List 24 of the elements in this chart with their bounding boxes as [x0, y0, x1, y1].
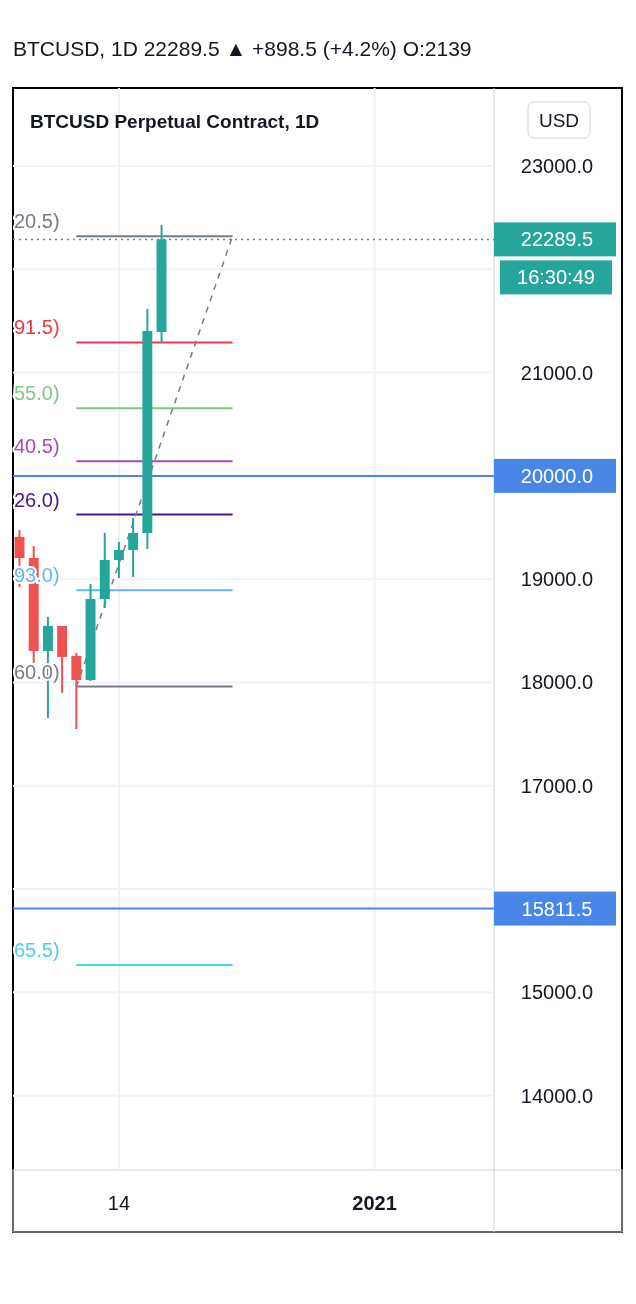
- candlestick: [128, 516, 139, 578]
- y-tick-label: 17000.0: [520, 774, 594, 797]
- series-label: 65.5): [14, 938, 60, 961]
- y-tick-label: 21000.0: [520, 361, 594, 384]
- series-label: 91.5): [14, 316, 60, 339]
- ref-line-label: 15811.5: [521, 897, 593, 920]
- y-tick-label: 14000.0: [520, 1084, 594, 1107]
- ref-line-label: 20000.0: [520, 464, 594, 487]
- annotation: 16:30:49: [517, 266, 595, 289]
- annotation: USD: [538, 109, 580, 131]
- series-label: 26.0): [14, 488, 60, 511]
- y-tick-label: 19000.0: [520, 568, 594, 591]
- y-tick-label: 18000.0: [520, 671, 594, 694]
- y-tick-label: 23000.0: [520, 154, 594, 177]
- chart-subtitle: BTCUSD, 1D 22289.5 ▲ +898.5 (+4.2%) O:2139: [13, 37, 472, 60]
- x-tick-label: 2021: [352, 1192, 397, 1214]
- y-tick-label: 15000.0: [520, 981, 594, 1004]
- text: BTCUSD Perpetual Contract, 1D: [30, 111, 320, 132]
- series-label: 55.0): [14, 382, 60, 405]
- ref-line-label: 22289.5: [520, 228, 594, 251]
- series-label: 20.5): [14, 210, 60, 233]
- candlestick: [113, 540, 124, 579]
- x-tick-label: 14: [107, 1192, 131, 1214]
- series-label: 40.5): [14, 435, 60, 458]
